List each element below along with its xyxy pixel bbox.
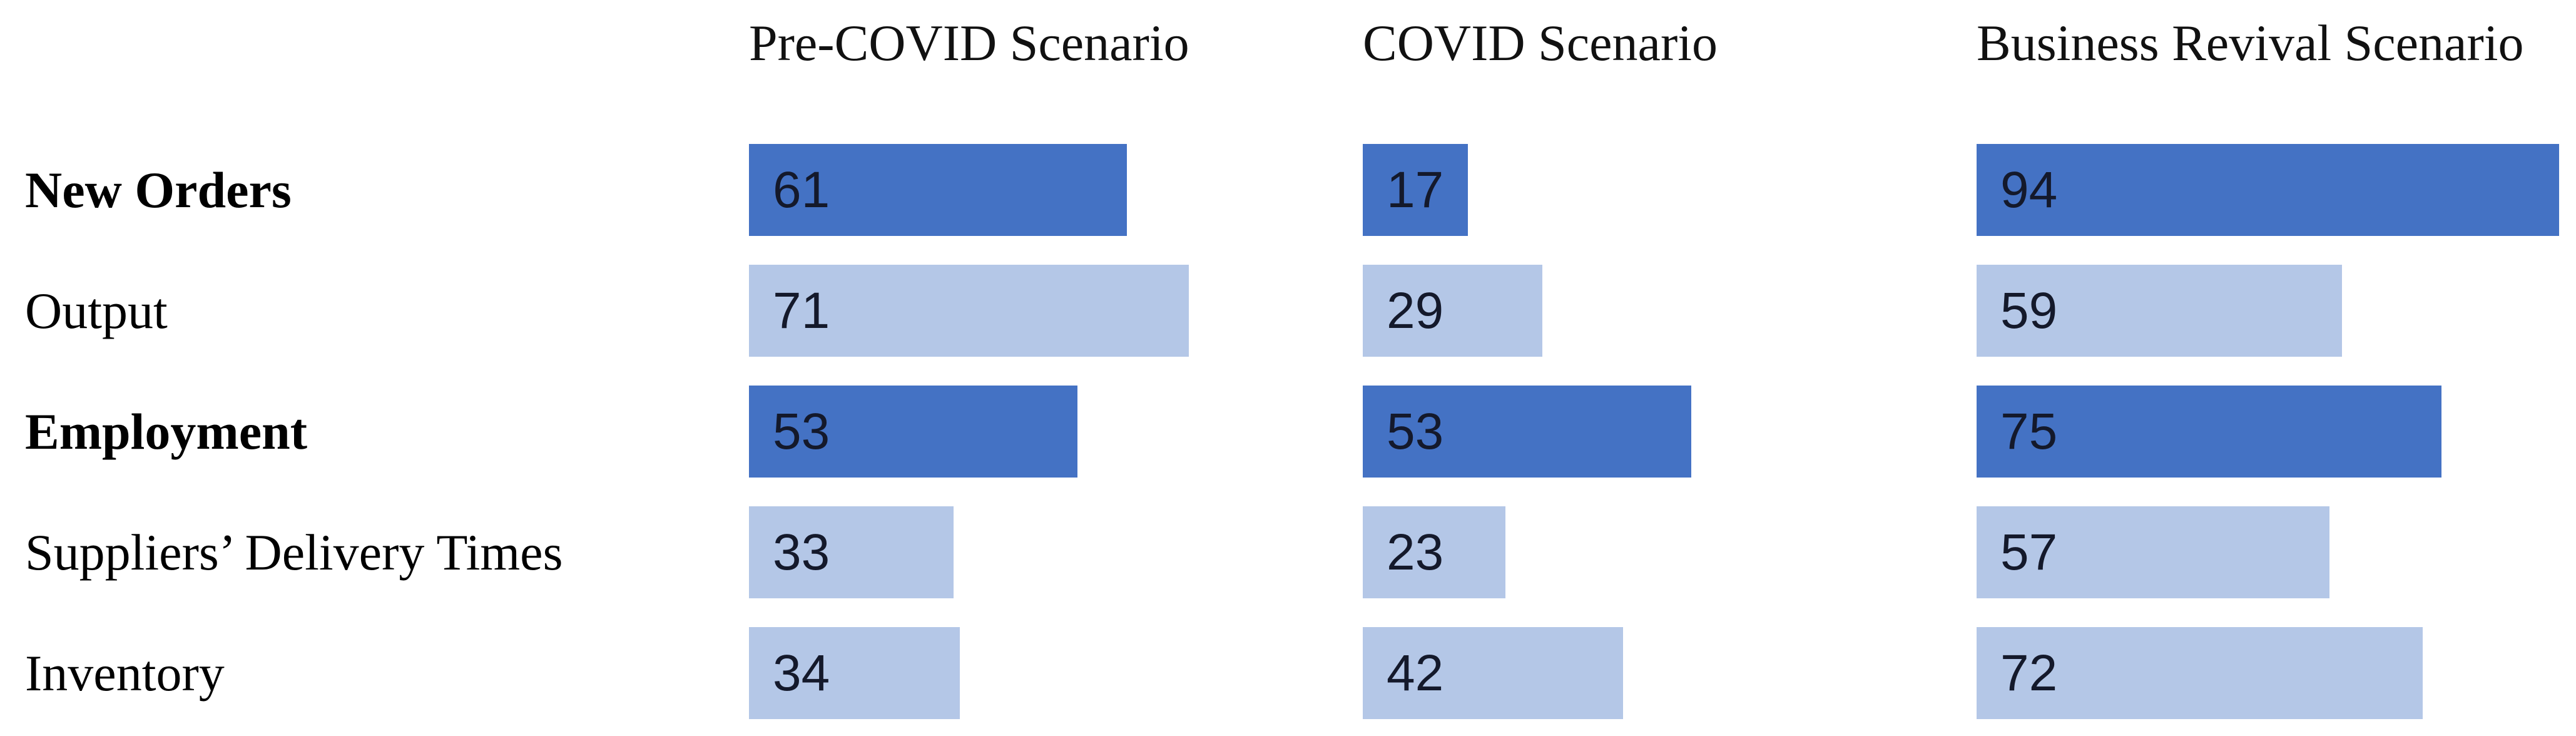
bar: 29 <box>1363 265 1542 357</box>
bar: 57 <box>1977 506 2329 598</box>
bar: 61 <box>749 144 1127 236</box>
bar-value-label: 17 <box>1387 161 1444 218</box>
row-label-suppliers-delivery-times: Suppliers’ Delivery Times <box>25 523 563 581</box>
bar-value-label: 34 <box>773 644 830 702</box>
column-header-pre-covid: Pre-COVID Scenario <box>749 14 1189 71</box>
bar-value-label: 71 <box>773 282 830 339</box>
bar-value-label: 72 <box>2000 644 2058 702</box>
bar-value-label: 53 <box>773 402 830 460</box>
bar: 71 <box>749 265 1189 357</box>
bar-value-label: 29 <box>1387 282 1444 339</box>
bar-value-label: 42 <box>1387 644 1444 702</box>
bar: 53 <box>749 386 1077 478</box>
bar-value-label: 94 <box>2000 161 2058 218</box>
bar: 33 <box>749 506 954 598</box>
column-header-covid: COVID Scenario <box>1363 14 1718 71</box>
bar: 94 <box>1977 144 2559 236</box>
row-label-employment: Employment <box>25 402 307 460</box>
bar-value-label: 59 <box>2000 282 2058 339</box>
bar-value-label: 57 <box>2000 523 2058 581</box>
bar: 72 <box>1977 627 2423 719</box>
bar-value-label: 33 <box>773 523 830 581</box>
bar: 17 <box>1363 144 1468 236</box>
bar: 53 <box>1363 386 1691 478</box>
bar: 59 <box>1977 265 2342 357</box>
row-label-output: Output <box>25 282 168 339</box>
column-header-business-revival: Business Revival Scenario <box>1977 14 2524 71</box>
bar: 75 <box>1977 386 2441 478</box>
bar: 34 <box>749 627 960 719</box>
row-label-inventory: Inventory <box>25 644 225 702</box>
bar-value-label: 23 <box>1387 523 1444 581</box>
bar-value-label: 75 <box>2000 402 2058 460</box>
bar-value-label: 53 <box>1387 402 1444 460</box>
bar-value-label: 61 <box>773 161 830 218</box>
bar: 42 <box>1363 627 1623 719</box>
bar: 23 <box>1363 506 1505 598</box>
row-label-new-orders: New Orders <box>25 161 292 218</box>
